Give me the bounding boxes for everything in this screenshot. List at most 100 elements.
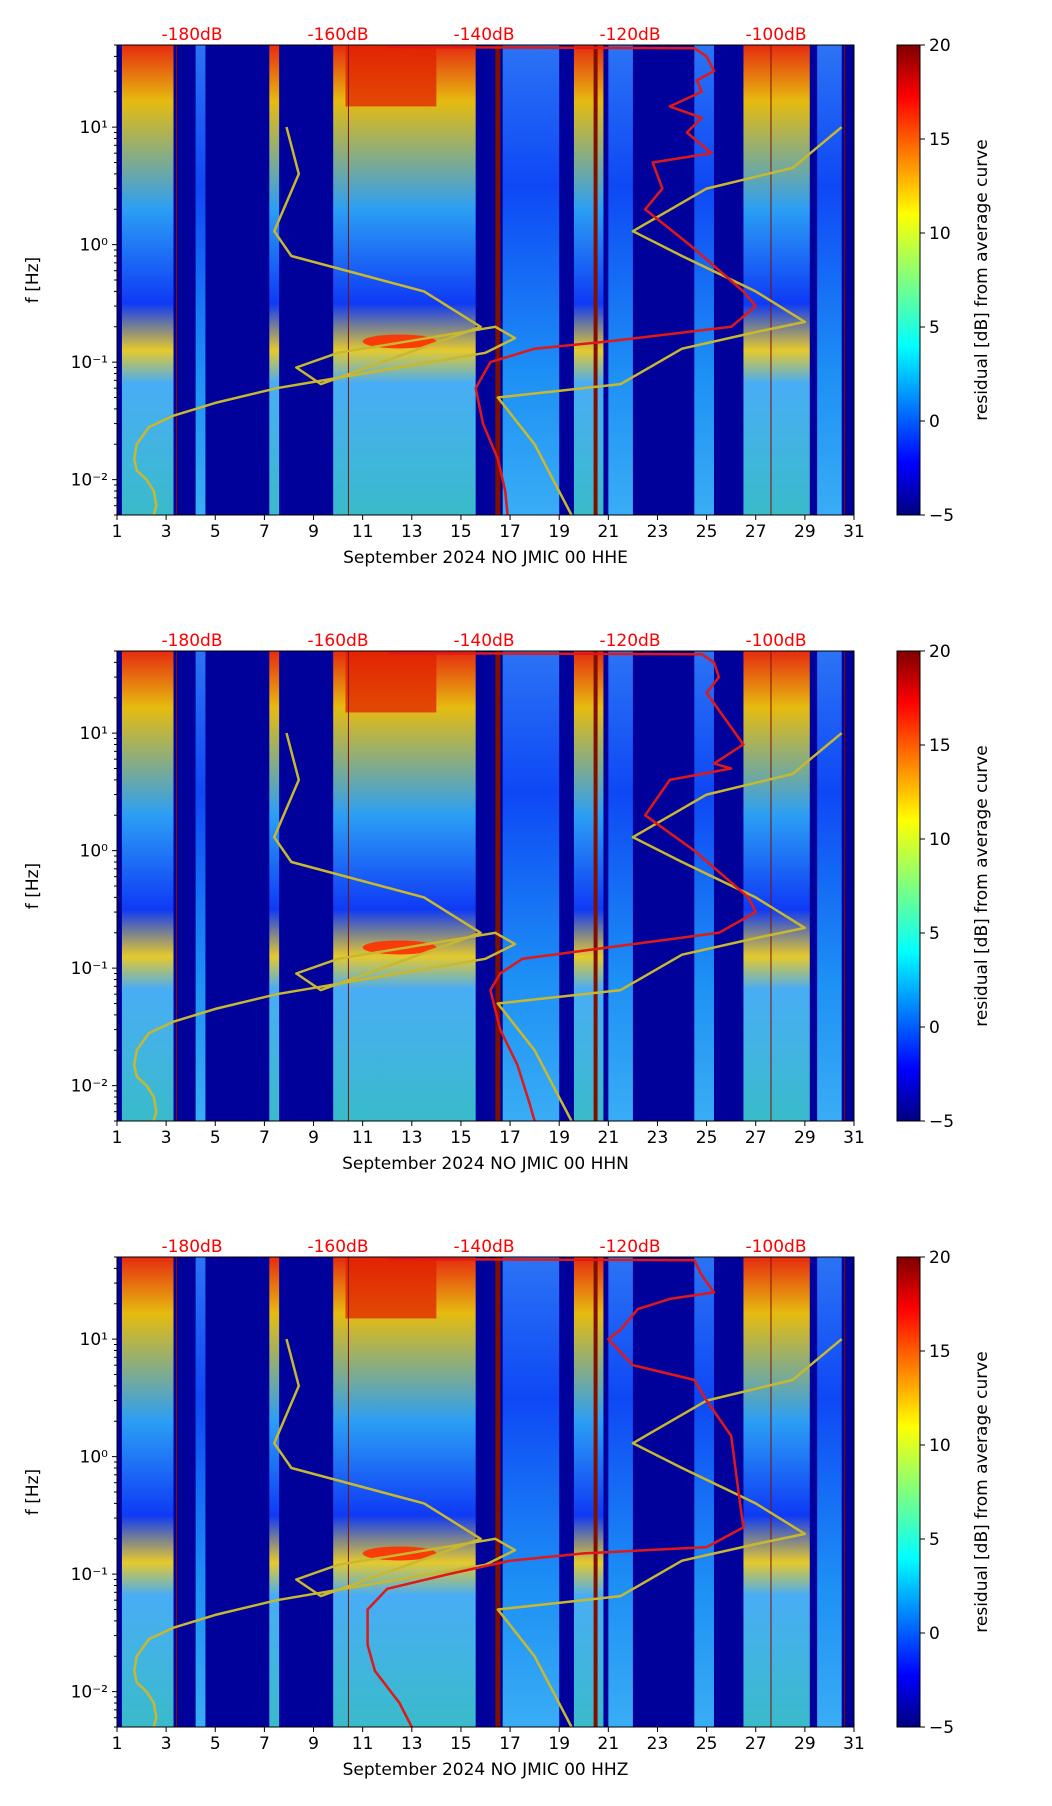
x-tick-label: 23 <box>647 522 669 542</box>
x-tick-label: 1 <box>112 1734 123 1754</box>
colorbar-tick-label: 10 <box>929 1436 951 1456</box>
top-db-label: -120dB <box>599 631 660 651</box>
activity-band <box>121 651 174 1121</box>
x-tick-label: 19 <box>548 1734 570 1754</box>
y-axis-label: f [Hz] <box>23 863 43 909</box>
data-gap-line <box>770 1257 772 1727</box>
activity-band <box>573 45 604 515</box>
colorbar-tick-label: 0 <box>929 1018 940 1038</box>
x-tick-label: 13 <box>401 1734 423 1754</box>
colorbar-tick-label: 10 <box>929 830 951 850</box>
data-gap-line <box>347 651 349 1121</box>
data-gap-line <box>175 45 177 515</box>
data-gap-line <box>175 1257 177 1727</box>
y-tick-label: 10⁻² <box>71 1683 108 1703</box>
x-tick-label: 19 <box>548 1128 570 1148</box>
activity-band <box>694 1257 714 1727</box>
activity-band <box>817 45 842 515</box>
activity-band <box>608 651 633 1121</box>
activity-band <box>502 45 560 515</box>
activity-band <box>743 651 810 1121</box>
noise-model-curve <box>496 732 843 1121</box>
x-tick-label: 31 <box>843 522 865 542</box>
x-tick-label: 13 <box>401 1128 423 1148</box>
top-db-label: -100dB <box>745 1237 806 1257</box>
top-db-label: -160dB <box>307 1237 368 1257</box>
activity-band <box>195 651 206 1121</box>
x-tick-label: 23 <box>647 1734 669 1754</box>
noise-model-curve <box>132 126 517 515</box>
colorbar-tick-label: 20 <box>929 642 951 662</box>
x-tick-label: 17 <box>499 1734 521 1754</box>
colorbar-label: residual [dB] from average curve <box>972 139 992 420</box>
psd-curve <box>387 45 757 515</box>
activity-band <box>195 1257 206 1727</box>
x-tick-label: 3 <box>161 1734 172 1754</box>
x-tick-label: 15 <box>450 522 472 542</box>
activity-band <box>333 651 476 1121</box>
activity-band <box>694 651 714 1121</box>
spectrogram <box>117 1257 854 1727</box>
x-tick-label: 17 <box>499 1128 521 1148</box>
colorbar-tick-label: 10 <box>929 224 951 244</box>
activity-band <box>608 45 633 515</box>
colorbar-tick-label: 0 <box>929 1624 940 1644</box>
y-tick-label: 10⁻² <box>71 471 108 491</box>
top-db-label: -140dB <box>453 25 514 45</box>
x-tick-label: 25 <box>696 1128 718 1148</box>
high-frequency-band <box>345 651 437 713</box>
x-tick-label: 5 <box>210 1734 221 1754</box>
y-axis-label: f [Hz] <box>23 1469 43 1515</box>
data-gap-line <box>844 45 846 515</box>
activity-band <box>333 45 476 515</box>
x-tick-label: 21 <box>598 1128 620 1148</box>
activity-band <box>502 1257 560 1727</box>
high-frequency-band <box>345 45 437 107</box>
y-tick-label: 10¹ <box>80 724 108 744</box>
activity-band <box>817 651 842 1121</box>
activity-band <box>743 1257 810 1727</box>
colorbar-tick-label: 5 <box>929 924 940 944</box>
data-gap-line <box>495 651 501 1121</box>
data-gap-line <box>495 1257 501 1727</box>
x-tick-label: 1 <box>112 522 123 542</box>
data-gap-line <box>593 1257 598 1727</box>
colorbar-tick-label: 20 <box>929 1248 951 1268</box>
colorbar-tick-label: 5 <box>929 1530 940 1550</box>
colorbar-tick-label: 0 <box>929 412 940 432</box>
activity-band <box>121 45 174 515</box>
activity-band <box>269 1257 280 1727</box>
colorbar <box>896 650 921 1122</box>
x-tick-label: 15 <box>450 1734 472 1754</box>
x-tick-label: 27 <box>745 1734 767 1754</box>
x-tick-label: 9 <box>308 522 319 542</box>
x-tick-label: 31 <box>843 1734 865 1754</box>
activity-band <box>195 45 206 515</box>
spectrogram <box>117 45 854 515</box>
data-gap-line <box>495 45 501 515</box>
x-tick-label: 23 <box>647 1128 669 1148</box>
activity-band <box>694 45 714 515</box>
x-tick-label: 3 <box>161 522 172 542</box>
colorbar <box>896 44 921 516</box>
psd-curve <box>366 1257 745 1727</box>
colorbar-tick-label: 15 <box>929 736 951 756</box>
activity-band <box>121 1257 174 1727</box>
colorbar-tick-label: −5 <box>929 1718 954 1738</box>
x-tick-label: 27 <box>745 1128 767 1148</box>
top-db-label: -180dB <box>161 631 222 651</box>
top-db-label: -100dB <box>745 25 806 45</box>
top-db-label: -140dB <box>453 1237 514 1257</box>
data-gap-line <box>770 651 772 1121</box>
x-tick-label: 11 <box>352 1128 374 1148</box>
data-gap-line <box>593 45 598 515</box>
x-axis-label: September 2024 NO JMIC 00 HHN <box>342 1154 629 1174</box>
x-tick-label: 11 <box>352 1734 374 1754</box>
colorbar-tick-label: 15 <box>929 130 951 150</box>
activity-band <box>743 45 810 515</box>
data-gap-line <box>770 45 772 515</box>
x-tick-label: 21 <box>598 522 620 542</box>
